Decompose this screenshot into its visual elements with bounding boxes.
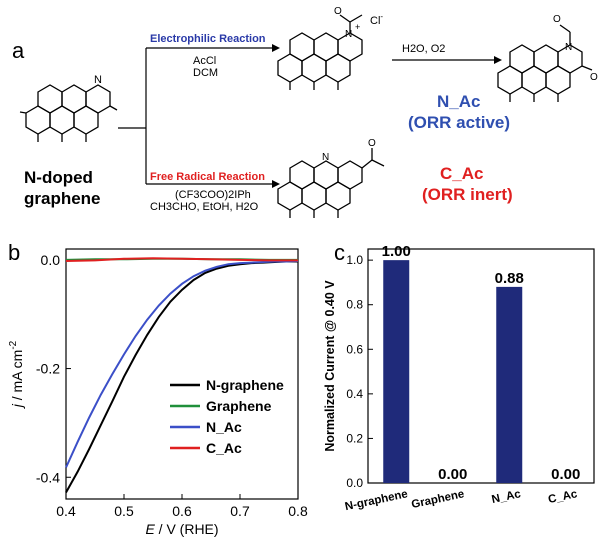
y-axis-label: Normalized Current @ 0.40 V [323, 280, 337, 452]
branch-arrows [118, 47, 272, 185]
y-tick-label: -0.4 [36, 469, 60, 485]
top-reagent-1: AcCl [193, 55, 217, 67]
category-label: N-graphene [344, 488, 409, 513]
bottom-reagent-1: (CF3COO)2IPh [175, 189, 251, 201]
top-reagent-2: DCM [193, 67, 219, 79]
series-line [65, 257, 298, 262]
counter-ion: Cl- [370, 12, 383, 27]
x-tick-label: 0.7 [230, 503, 250, 519]
y-tick-label: 0.6 [346, 342, 363, 356]
intermediate-charge: + [355, 22, 360, 32]
bar-value-label: 0.00 [551, 466, 580, 483]
panel-b-letter: b [8, 240, 21, 265]
bottom-reagent-2: CH3CHO, EtOH, H2O [150, 201, 259, 213]
intermediate-structure [277, 14, 363, 90]
c-ac-oxygen-atom: O [368, 138, 376, 149]
y-tick-label: 0.0 [346, 476, 363, 490]
n-ac-product-structure [497, 24, 593, 102]
y-tick-label: 1.0 [346, 253, 363, 267]
intermediate-nitrogen-atom: N [345, 29, 352, 40]
x-tick-label: 0.5 [114, 503, 134, 519]
c-ac-product-structure [277, 148, 385, 218]
c-ac-activity: (ORR inert) [422, 185, 513, 204]
start-label-line1: N-doped [24, 168, 93, 187]
y-axis-label: j / mA cm-2 [8, 340, 25, 409]
x-tick-label: 0.6 [172, 503, 192, 519]
y-tick-label: 0.8 [346, 298, 363, 312]
legend-label: C_Ac [206, 440, 242, 456]
plot-frame [65, 248, 299, 500]
product-oxygen-atom-acetyl: O [553, 14, 561, 25]
product-nitrogen-atom: N [565, 42, 572, 53]
y-tick-label: 0.0 [41, 252, 61, 268]
y-tick-label: -0.2 [36, 361, 60, 377]
series-line [65, 260, 299, 468]
lsv-chart: 0.4 0.5 0.6 0.7 0.8 0.0 -0.2 -0.4 E / V (RHE) j /… [8, 248, 308, 537]
x-tick-label: 0.4 [56, 503, 76, 519]
y-tick-label: 0.2 [346, 431, 363, 445]
c-ac-nitrogen-atom: N [322, 152, 329, 163]
legend-label: N-graphene [206, 377, 284, 393]
free-radical-reaction-label: Free Radical Reaction [150, 171, 265, 183]
category-label: C_Ac [547, 488, 579, 506]
panel-a-letter: a [12, 38, 25, 63]
start-nitrogen-atom: N [94, 74, 102, 86]
oxidation-reagents: H2O, O2 [402, 43, 446, 55]
x-axis-label: E / V (RHE) [145, 521, 218, 537]
bar [383, 260, 410, 483]
plot-frame [367, 248, 595, 484]
y-tick-label: 0.4 [346, 387, 363, 401]
panel-c-letter: c [334, 240, 345, 265]
start-graphene-structure [19, 84, 118, 142]
normalized-current-chart: 0.0 0.2 0.4 0.6 0.8 1.0 Normalized Current @ 0… [323, 243, 595, 513]
n-ac-product-name: N_Ac [437, 92, 481, 111]
bar-value-label: 1.00 [382, 243, 411, 260]
legend-label: Graphene [206, 398, 272, 414]
electrophilic-reaction-label: Electrophilic Reaction [150, 33, 266, 45]
bar-value-label: 0.00 [438, 466, 467, 483]
legend-label: N_Ac [206, 419, 242, 435]
bar-value-label: 0.88 [495, 270, 524, 287]
category-label: N_Ac [491, 488, 523, 506]
bottom-arrow-head [272, 180, 280, 188]
bar [496, 286, 523, 483]
c-ac-product-name: C_Ac [440, 164, 484, 183]
product-oxygen-atom-ring: O [590, 72, 598, 83]
category-label: Graphene [410, 488, 465, 511]
start-label-line2: graphene [24, 189, 101, 208]
n-ac-activity: (ORR active) [408, 113, 511, 132]
panel-a-scheme: N O N + Cl- O N O [19, 6, 598, 218]
x-tick-label: 0.8 [288, 503, 308, 519]
oxidation-arrow-head [494, 56, 502, 64]
intermediate-oxygen-atom: O [334, 6, 342, 17]
top-arrow-head [272, 44, 280, 52]
